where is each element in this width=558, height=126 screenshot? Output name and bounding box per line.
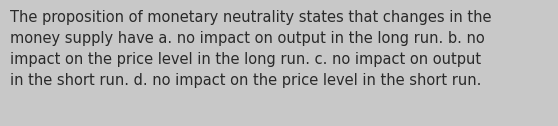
Text: The proposition of monetary neutrality states that changes in the
money supply h: The proposition of monetary neutrality s… (10, 10, 492, 88)
